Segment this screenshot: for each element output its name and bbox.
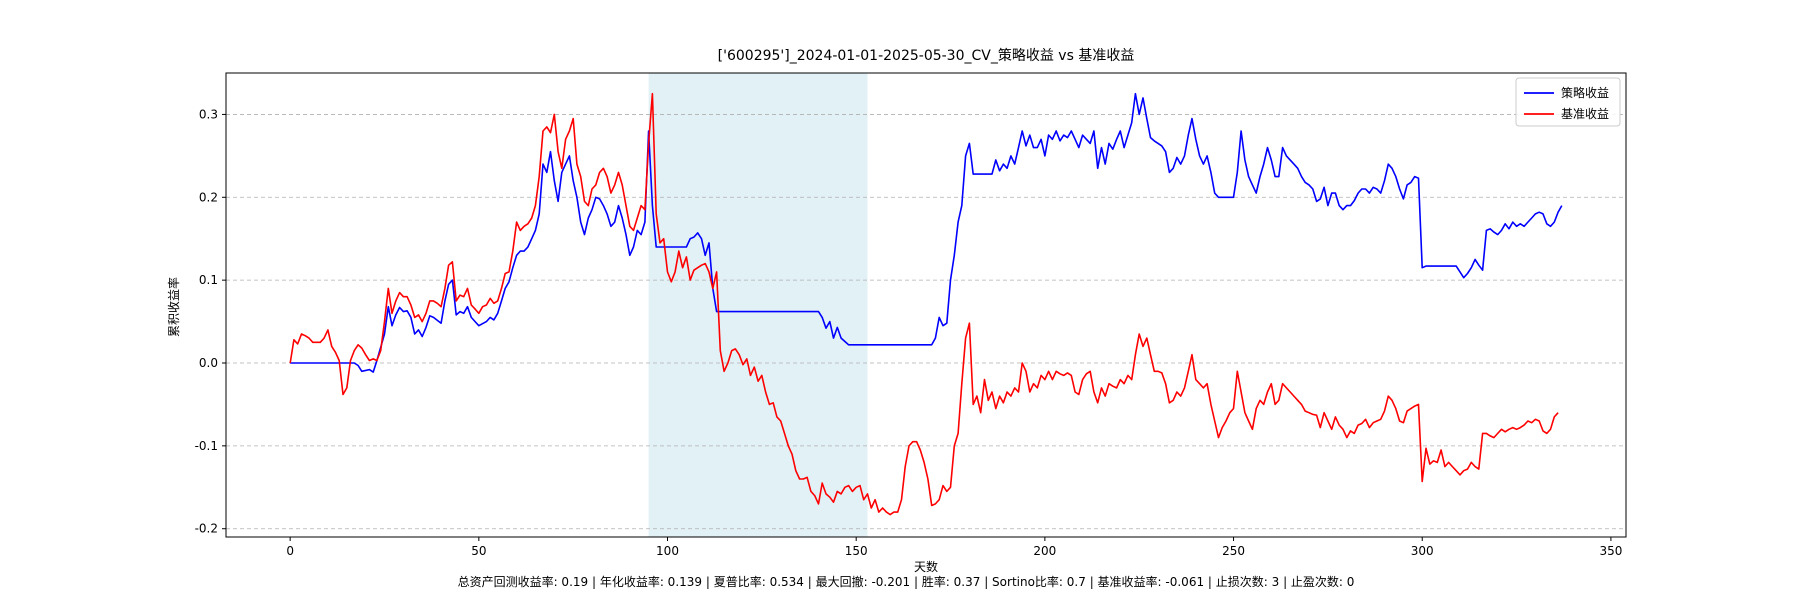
plot-frame <box>225 72 1627 538</box>
y-tick-label: 0.3 <box>199 107 218 121</box>
x-tick-label: 50 <box>471 544 486 558</box>
x-tick-label: 100 <box>656 544 679 558</box>
x-tick-label: 300 <box>1411 544 1434 558</box>
y-tick-label: 0.1 <box>199 273 218 287</box>
x-axis-label: 天数 <box>914 559 938 574</box>
x-tick-label: 150 <box>845 544 868 558</box>
metrics-footer: 总资产回测收益率: 0.19 | 年化收益率: 0.139 | 夏普比率: 0.… <box>458 574 1355 589</box>
y-tick-label: 0.0 <box>199 356 218 370</box>
y-axis-label: 累积收益率 <box>166 277 181 337</box>
legend-label: 基准收益 <box>1561 107 1609 121</box>
x-tick-label: 200 <box>1033 544 1056 558</box>
x-tick-label: 350 <box>1599 544 1622 558</box>
y-tick-label: 0.2 <box>199 190 218 204</box>
y-tick-label: -0.2 <box>195 522 218 536</box>
series-line-1 <box>290 92 1563 373</box>
highlight-span <box>648 73 868 537</box>
plot-area: 0 50 100 150 200 250 300 350 -0.2 -0.1 0.0 0.1 0.2 0.… <box>195 72 1627 558</box>
y-tick-label: -0.1 <box>195 439 218 453</box>
chart-title: ['600295']_2024-01-01-2025-05-30_CV_策略收益… <box>718 47 1135 64</box>
legend-label: 策略收益 <box>1561 85 1609 100</box>
x-tick-label: 0 <box>286 544 294 558</box>
x-tick-label: 250 <box>1222 544 1245 558</box>
series-line-2 <box>289 92 1559 516</box>
